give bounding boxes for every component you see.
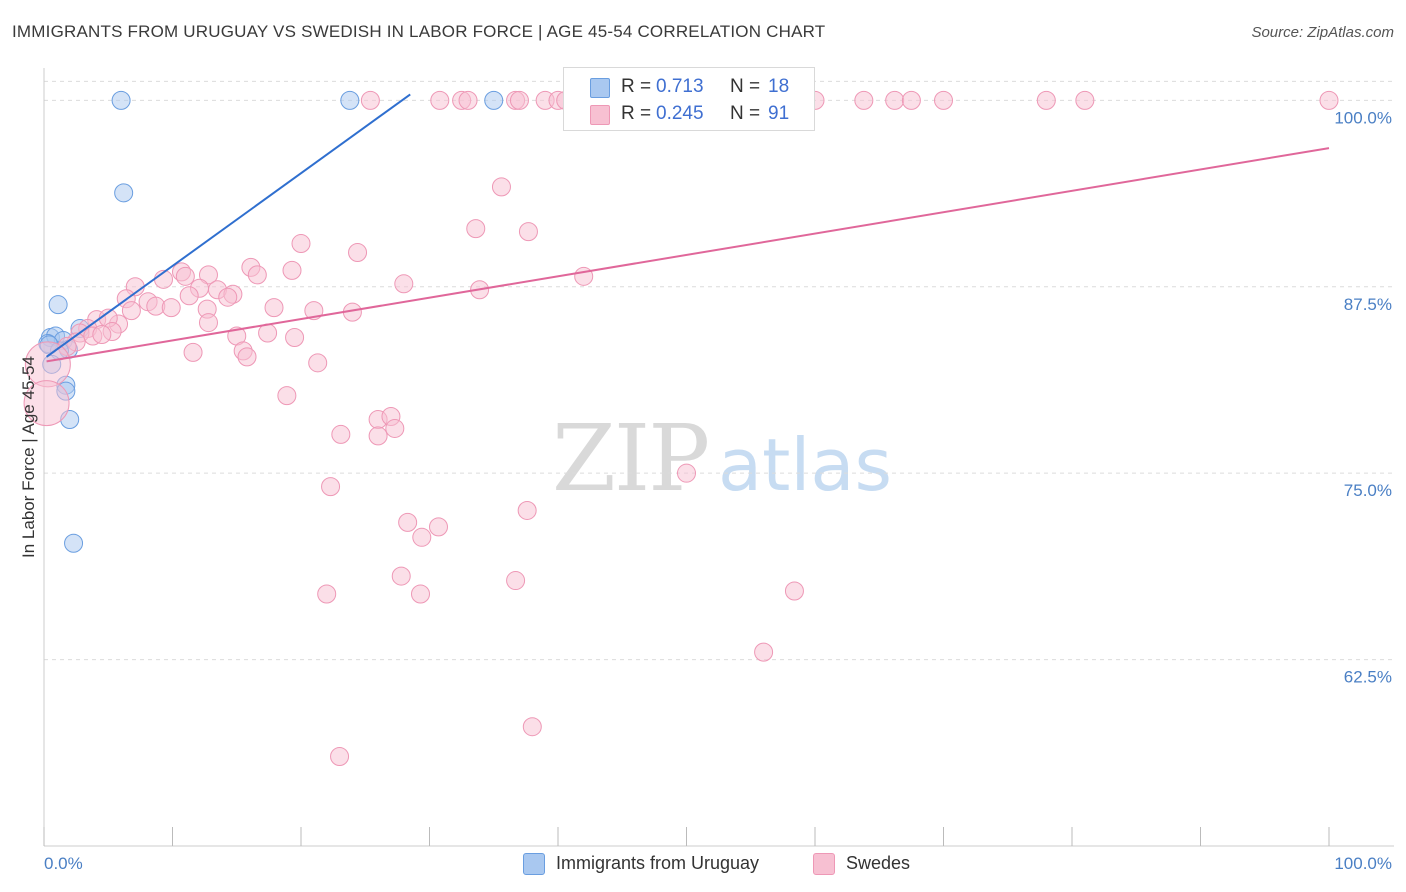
swedes-point xyxy=(175,266,195,286)
n-value: 18 xyxy=(768,76,790,97)
chart-title: IMMIGRANTS FROM URUGUAY VS SWEDISH IN LA… xyxy=(12,22,826,41)
swedes-point xyxy=(264,298,284,318)
y-tick-labels: 62.5% 75.0% 87.5% 100.0% xyxy=(1334,108,1392,686)
swedes-point xyxy=(330,747,350,767)
y-tick-label: 87.5% xyxy=(1344,295,1392,314)
swedes-point xyxy=(458,90,478,110)
x-tick-label-max: 100.0% xyxy=(1334,854,1392,873)
n-label: N = xyxy=(730,76,761,97)
y-tick-label: 75.0% xyxy=(1344,481,1392,500)
swedes-legend-swatch-icon xyxy=(813,853,835,875)
stats-legend-row-uruguay: R = 0.713 N = 18 xyxy=(564,74,814,100)
legend-label-swedes: Swedes xyxy=(846,853,911,873)
swedes-point xyxy=(121,301,141,321)
x-tick-label-min: 0.0% xyxy=(44,854,83,873)
swedes-point xyxy=(198,265,218,285)
n-value: 91 xyxy=(768,103,790,124)
y-tick-label: 62.5% xyxy=(1344,668,1392,687)
swedes-point xyxy=(391,566,411,586)
swedes-point xyxy=(522,717,542,737)
uruguay-swatch-icon xyxy=(590,78,610,98)
r-label: R = xyxy=(621,103,652,124)
uruguay-point xyxy=(64,533,84,553)
swedes-point xyxy=(430,90,450,110)
swedes-point xyxy=(23,380,70,427)
swedes-point xyxy=(784,581,804,601)
swedes-point xyxy=(466,219,486,239)
swedes-point xyxy=(934,90,953,110)
swedes-point xyxy=(901,90,921,110)
swedes-point xyxy=(677,463,696,483)
swedes-point xyxy=(1319,90,1339,110)
uruguay-point xyxy=(114,183,134,203)
swedes-swatch-icon xyxy=(590,105,610,125)
stats-legend: R = 0.713 N = 18 R = 0.245 N = 91 xyxy=(563,67,815,131)
swedes-point xyxy=(282,260,302,280)
swedes-point xyxy=(1075,90,1095,110)
swedes-point xyxy=(1036,90,1056,110)
swedes-point xyxy=(509,90,529,110)
axes xyxy=(43,68,1394,847)
uruguay-point xyxy=(111,90,131,110)
swedes-point xyxy=(285,327,305,347)
swedes-point xyxy=(428,517,448,537)
swedes-point xyxy=(754,642,774,662)
swedes-point xyxy=(198,313,218,333)
swedes-point xyxy=(331,424,351,444)
swedes-point xyxy=(277,386,297,406)
swedes-point xyxy=(412,527,432,547)
swedes-point xyxy=(348,242,368,262)
y-axis-label: In Labor Force | Age 45-54 xyxy=(19,356,38,558)
swedes-point xyxy=(237,347,257,367)
swedes-point xyxy=(517,500,537,520)
swedes-point xyxy=(368,426,388,446)
swedes-point xyxy=(317,584,337,604)
swedes-point xyxy=(398,512,418,532)
swedes-trend-line xyxy=(46,147,1330,363)
swedes-point xyxy=(385,418,405,438)
swedes-point xyxy=(506,571,526,591)
swedes-point xyxy=(218,287,238,307)
swedes-point xyxy=(258,323,278,343)
n-label: N = xyxy=(730,103,761,124)
r-label: R = xyxy=(621,76,652,97)
swedes-point xyxy=(885,90,905,110)
uruguay-point xyxy=(340,90,360,110)
stats-legend-row-swedes: R = 0.245 N = 91 xyxy=(564,101,814,127)
uruguay-trend-line xyxy=(45,93,411,358)
watermark: ZIP atlas xyxy=(552,405,892,512)
watermark-zip: ZIP xyxy=(552,405,708,512)
swedes-point xyxy=(291,234,311,254)
gridlines xyxy=(44,80,1394,661)
uruguay-point xyxy=(48,295,68,315)
watermark-atlas: atlas xyxy=(718,423,892,507)
uruguay-legend-swatch-icon xyxy=(523,853,545,875)
r-value: 0.713 xyxy=(656,76,704,97)
swedes-point xyxy=(321,477,341,497)
legend-label-uruguay: Immigrants from Uruguay xyxy=(556,853,760,873)
swedes-point xyxy=(183,342,203,362)
trend-lines xyxy=(45,93,1330,363)
swedes-point xyxy=(518,222,538,242)
swedes-point xyxy=(179,286,199,306)
swedes-point xyxy=(854,90,874,110)
swedes-point xyxy=(161,298,181,318)
swedes-point xyxy=(360,90,380,110)
swedes-point xyxy=(92,324,112,344)
uruguay-point xyxy=(484,90,504,110)
x-tick-marks xyxy=(43,827,1330,846)
y-tick-label: 100.0% xyxy=(1334,108,1392,127)
r-value: 0.245 xyxy=(656,103,704,124)
swedes-point xyxy=(411,584,431,604)
swedes-point xyxy=(308,353,328,373)
swedes-point xyxy=(247,265,267,285)
swedes-point xyxy=(394,274,414,294)
swedes-point xyxy=(491,177,511,197)
source-credit: Source: ZipAtlas.com xyxy=(1251,24,1394,41)
